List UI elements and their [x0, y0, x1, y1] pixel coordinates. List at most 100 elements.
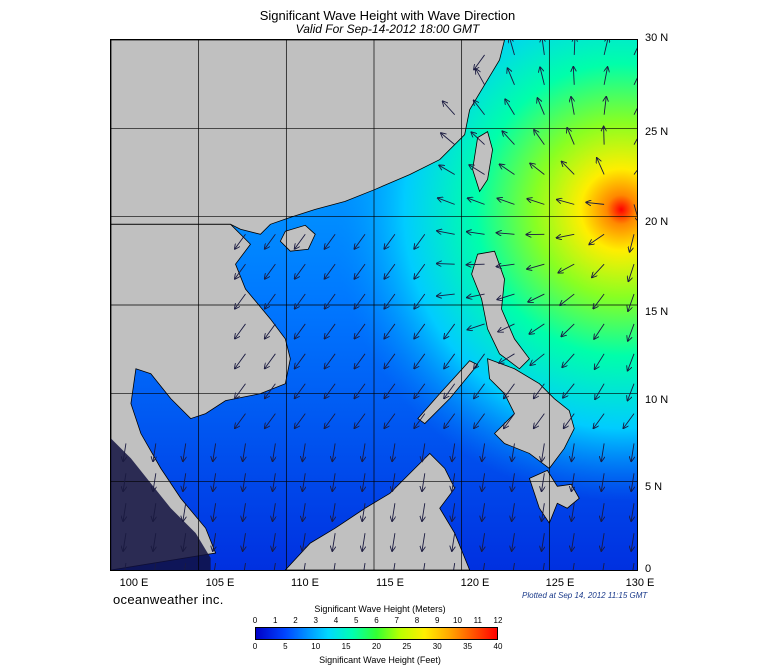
wave-direction-arrow	[235, 234, 246, 249]
plotted-timestamp: Plotted at Sep 14, 2012 11:15 GMT	[522, 591, 648, 600]
lat-label-0: 0	[645, 563, 652, 575]
lon-label-115e: 115 E	[376, 577, 404, 589]
wave-direction-arrow	[482, 473, 485, 491]
wave-direction-arrow	[332, 473, 335, 491]
wave-direction-arrow	[295, 323, 306, 339]
wave-direction-arrow	[497, 233, 515, 234]
wave-direction-arrow	[354, 263, 366, 279]
colorbar-meters-tick: 7	[394, 616, 399, 625]
wave-direction-arrow	[453, 562, 456, 570]
wave-direction-arrow	[422, 503, 425, 521]
lon-label-105e: 105 E	[205, 577, 235, 589]
wave-direction-arrow	[354, 323, 366, 339]
lon-label-125e: 125 E	[545, 577, 575, 589]
land-hainan	[279, 224, 316, 252]
wave-direction-arrow	[602, 562, 605, 570]
wave-direction-arrow	[235, 263, 246, 279]
wave-direction-arrow	[441, 133, 455, 145]
lat-lon-grid	[111, 40, 637, 570]
wave-direction-arrow	[604, 67, 607, 85]
land-indochina	[111, 223, 291, 570]
wave-direction-arrow	[534, 130, 545, 145]
colorbar-feet-tick: 40	[493, 642, 503, 651]
wave-direction-arrow	[392, 443, 395, 461]
lat-label-20n: 20 N	[645, 216, 669, 228]
wave-direction-arrow	[597, 158, 605, 175]
wave-direction-arrow	[452, 503, 455, 521]
wave-direction-arrow	[354, 413, 366, 429]
lat-label-25n: 25 N	[645, 126, 669, 138]
colorbar-meters-tick: 11	[473, 616, 482, 625]
wave-direction-arrow	[467, 264, 485, 265]
wave-direction-arrow	[504, 383, 515, 399]
wave-direction-arrow	[527, 263, 545, 269]
wave-direction-arrow	[467, 293, 485, 297]
wave-direction-arrow	[332, 503, 335, 521]
wave-direction-arrow	[384, 293, 396, 309]
colorbar-meters-tick: 6	[374, 616, 379, 625]
wave-direction-arrow	[354, 234, 366, 249]
wave-direction-arrow	[444, 323, 456, 339]
colorbar-feet-tick: 5	[283, 642, 288, 651]
wave-direction-arrow	[563, 383, 575, 398]
wave-direction-arrow	[265, 353, 276, 369]
wave-direction-arrow	[184, 562, 187, 570]
wave-direction-arrow	[325, 383, 336, 399]
wave-direction-arrow	[628, 323, 635, 341]
wave-direction-arrow	[243, 562, 246, 570]
wave-direction-arrow	[423, 562, 426, 570]
wave-direction-arrow	[443, 101, 456, 116]
wave-direction-arrow	[302, 503, 305, 521]
wave-direction-arrow	[527, 199, 545, 205]
wave-direction-arrow	[123, 443, 126, 461]
wave-direction-arrow	[502, 131, 515, 145]
wave-direction-arrow	[586, 202, 605, 204]
wave-direction-arrow	[243, 473, 246, 491]
wave-direction-arrow	[633, 77, 637, 86]
wave-direction-arrow	[332, 443, 335, 461]
wave-direction-arrow	[354, 353, 366, 369]
wave-direction-arrow	[604, 97, 606, 115]
wave-direction-arrow	[265, 293, 276, 309]
wave-direction-arrow	[438, 198, 455, 205]
wave-direction-arrow	[295, 234, 306, 249]
wave-direction-arrow	[631, 473, 634, 491]
wave-direction-arrow	[414, 353, 426, 369]
lon-label-110e: 110 E	[291, 577, 319, 589]
wave-direction-arrow	[325, 234, 336, 249]
colorbar-meters-tick: 9	[435, 616, 440, 625]
wave-direction-arrow	[628, 293, 635, 311]
wave-direction-arrow	[562, 162, 575, 175]
wave-direction-arrow	[571, 473, 574, 491]
colorbar-feet-tick: 25	[402, 642, 412, 651]
wave-direction-arrow	[594, 413, 605, 429]
wave-height-map	[110, 39, 638, 571]
wave-direction-arrow	[422, 443, 425, 461]
wave-direction-arrow	[557, 200, 575, 205]
wave-direction-arrow	[542, 503, 545, 521]
wave-direction-arrow	[498, 198, 515, 205]
wave-direction-arrow	[594, 323, 605, 339]
wave-direction-arrow	[633, 204, 637, 221]
wave-direction-arrow	[295, 353, 306, 369]
wave-direction-arrow	[628, 383, 635, 401]
wave-direction-arrow	[571, 533, 574, 551]
lon-label-130e: 130 E	[625, 577, 655, 589]
wave-direction-arrow	[512, 562, 515, 570]
wave-direction-arrow	[632, 562, 635, 570]
wave-direction-arrow	[243, 533, 246, 551]
wave-direction-arrow	[384, 413, 396, 429]
wave-direction-arrow	[512, 533, 515, 551]
wave-direction-arrow	[603, 40, 608, 56]
colorbar-meters-tick: 5	[354, 616, 359, 625]
wave-direction-arrow	[482, 533, 485, 551]
wave-direction-arrow	[564, 413, 575, 429]
wave-direction-arrow	[213, 443, 216, 461]
wave-direction-arrow	[633, 169, 637, 175]
wave-direction-arrow	[589, 233, 605, 244]
wave-direction-arrow	[325, 323, 336, 339]
wave-direction-arrow	[384, 234, 396, 249]
wave-direction-arrow	[469, 165, 485, 175]
colorbar-feet-tick: 15	[341, 642, 351, 651]
wave-height-colorbar	[255, 627, 498, 640]
